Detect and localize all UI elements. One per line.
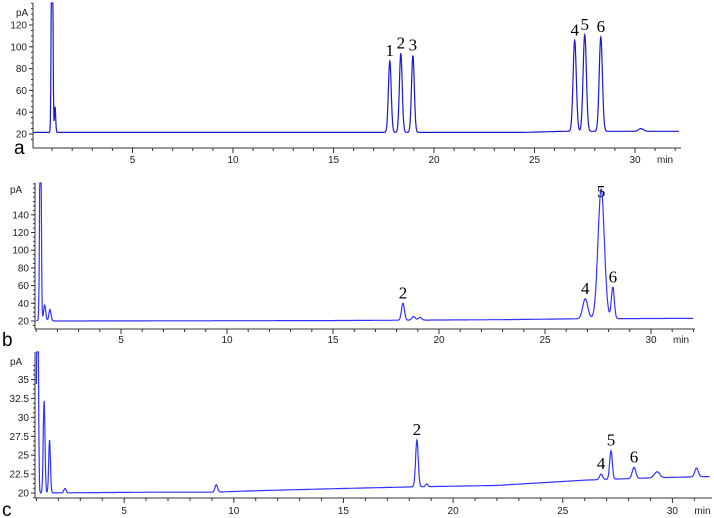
y-tick-label: 22.5 — [10, 470, 30, 481]
y-tick-label: 20 — [18, 489, 30, 500]
x-tick-label: 15 — [338, 506, 350, 517]
x-tick-label: 30 — [629, 155, 641, 166]
x-tick-label: 5 — [121, 506, 127, 517]
x-tick-label: 20 — [448, 506, 460, 517]
panel-letter: a — [14, 138, 25, 159]
x-tick-label: 25 — [539, 335, 551, 346]
x-axis-unit: min — [694, 506, 710, 517]
y-tick-label: 60 — [16, 86, 28, 97]
x-tick-label: 5 — [130, 155, 136, 166]
y-tick-label: 35 — [18, 375, 30, 386]
x-tick-label: 20 — [433, 335, 445, 346]
y-axis-unit: pA — [10, 185, 23, 196]
x-tick-label: 30 — [645, 335, 657, 346]
x-tick-label: 25 — [529, 155, 541, 166]
y-tick-label: 80 — [18, 263, 30, 274]
y-tick-label: 120 — [12, 228, 29, 239]
y-tick-label: 80 — [16, 64, 28, 75]
y-tick-label: 120 — [10, 21, 27, 32]
peak-label: 6 — [630, 447, 639, 466]
y-tick-label: 32.5 — [10, 394, 30, 405]
y-tick-label: 20 — [16, 130, 28, 141]
chromatogram-trace — [36, 182, 694, 322]
peak-label: 1 — [386, 41, 395, 60]
x-tick-label: 10 — [228, 506, 240, 517]
peak-label: 5 — [581, 15, 590, 34]
panel-b: 20 40 60 80 100 120 140 pA 5 10 15 20 25 30 min b 2 4 5 6 — [2, 182, 695, 351]
y-tick-label: 140 — [12, 210, 29, 221]
peak-label: 3 — [409, 36, 418, 55]
peak-label: 5 — [607, 431, 616, 450]
panel-letter: b — [2, 330, 13, 351]
x-tick-label: 10 — [227, 155, 239, 166]
peak-label: 6 — [597, 17, 606, 36]
peak-label: 2 — [413, 420, 422, 439]
x-axis-unit: min — [657, 155, 673, 166]
chromatogram-trace — [33, 2, 679, 133]
x-tick-label: 25 — [557, 506, 569, 517]
peak-label: 2 — [397, 33, 406, 52]
peak-label: 4 — [581, 279, 590, 298]
y-axis-unit: pA — [10, 357, 23, 368]
y-tick-label: 40 — [16, 108, 28, 119]
peak-label: 4 — [570, 20, 579, 39]
y-axis-unit: pA — [16, 8, 29, 19]
y-tick-label: 40 — [18, 299, 30, 310]
y-tick-label: 60 — [18, 281, 30, 292]
x-tick-label: 5 — [118, 335, 124, 346]
y-tick-label: 30 — [18, 413, 30, 424]
peak-label: 2 — [399, 283, 408, 302]
x-tick-label: 20 — [428, 155, 440, 166]
x-tick-label: 30 — [667, 506, 679, 517]
x-tick-label: 15 — [328, 155, 340, 166]
y-tick-label: 100 — [12, 246, 29, 257]
x-axis-unit: min — [673, 335, 689, 346]
x-tick-label: 10 — [221, 335, 233, 346]
chromatogram-trace — [35, 351, 710, 494]
peak-label: 4 — [597, 454, 606, 473]
peak-label: 6 — [609, 267, 618, 286]
y-tick-label: 27.5 — [10, 432, 30, 443]
panel-letter: c — [2, 500, 12, 518]
y-tick-label: 100 — [10, 42, 27, 53]
y-tick-label: 25 — [18, 451, 30, 462]
x-tick-label: 15 — [327, 335, 339, 346]
y-tick-label: 20 — [18, 317, 30, 328]
peak-label: 5 — [597, 182, 606, 201]
